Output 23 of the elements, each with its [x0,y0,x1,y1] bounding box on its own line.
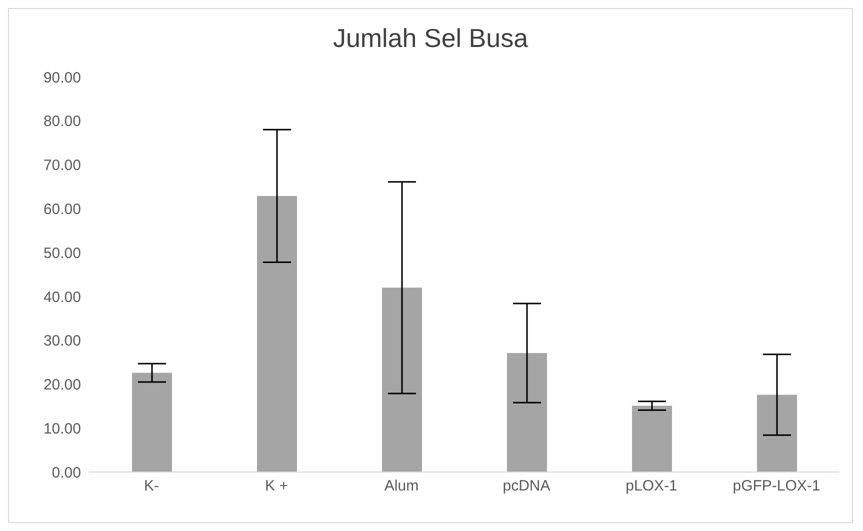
x-tick-label: pcDNA [502,478,550,495]
y-tick-label: 40.00 [43,288,81,306]
y-tick-label: 0.00 [52,464,81,482]
chart-title: Jumlah Sel Busa [332,22,530,55]
x-tick-label: pLOX-1 [626,478,678,495]
y-tick-label: 30.00 [43,332,81,350]
x-tick-label: pGFP-LOX-1 [732,478,820,495]
y-tick-label: 90.00 [43,69,81,86]
bar [257,196,297,472]
y-tick-label: 70.00 [43,157,81,174]
bar [632,406,672,472]
y-tick-label: 20.00 [43,376,81,394]
x-tick-label: Alum [384,478,419,495]
x-tick-label: K + [265,478,288,495]
x-tick-label: K- [144,478,160,495]
bar [132,372,172,472]
bar [757,394,797,472]
y-tick-label: 60.00 [43,200,81,218]
bar [507,353,547,472]
y-tick-label: 80.00 [43,113,81,130]
bar [382,288,422,472]
y-tick-label: 10.00 [43,420,81,438]
y-tick-label: 50.00 [43,244,81,262]
